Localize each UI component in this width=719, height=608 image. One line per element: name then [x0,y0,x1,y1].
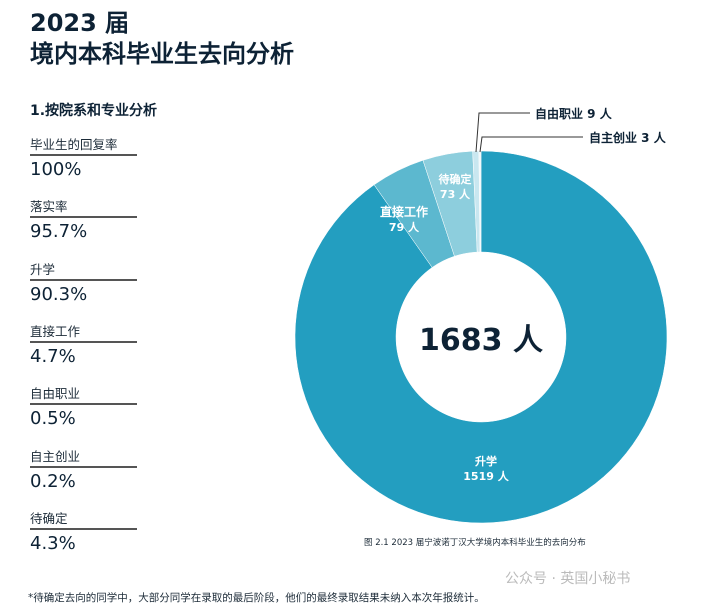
stat-value: 0.2% [30,470,76,492]
stat-value: 95.7% [30,221,88,243]
stat-label: 自主创业 [30,448,81,464]
donut-slice [478,150,482,253]
page-title: 境内本科毕业生去向分析 [30,40,294,68]
stat-item: 落实率 95.7% [30,199,137,243]
divider [30,340,137,343]
stat-item: 毕业生的回复率 100% [30,137,137,181]
stat-value: 90.3% [30,283,88,305]
slice-label-name: 直接工作 [380,204,428,219]
stat-item: 直接工作 4.7% [30,324,137,368]
center-total-label: 1683 人 [419,323,543,358]
stat-value: 4.7% [30,345,76,367]
divider [30,527,137,530]
slice-label-name: 待确定 [438,172,472,186]
page-title-year: 2023 届 [30,9,130,37]
slice-label-value: 79 人 [389,220,420,234]
stat-item: 自主创业 0.2% [30,449,137,493]
callout-line [475,112,530,153]
slice-label-name: 升学 [475,454,497,468]
stat-item: 待确定 4.3% [30,511,137,555]
divider [30,154,137,156]
stat-value: 0.5% [30,408,76,430]
stat-value: 4.3% [30,532,76,554]
divider [30,465,137,468]
slice-label-value: 73 人 [440,187,471,201]
callout-label: 自主创业 3 人 [589,130,667,145]
stat-value: 100% [30,159,82,180]
watermark-text: 公众号 · 英国小秘书 [505,571,631,587]
divider [30,278,137,281]
footnote: *待确定去向的同学中，大部分同学在录取的最后阶段，他们的最终录取结果未纳入本次年… [28,592,485,604]
donut-slice [294,150,668,524]
stat-item: 升学 90.3% [30,262,137,306]
slice-label-value: 1519 人 [463,469,509,483]
callout-label: 自由职业 9 人 [535,106,613,121]
divider [30,403,137,406]
chart-caption: 图 2.1 2023 届宁波诺丁汉大学境内本科毕业生的去向分布 [364,538,586,548]
divider [30,216,137,219]
stat-label: 落实率 [30,199,68,215]
section-title: 1.按院系和专业分析 [30,103,158,119]
stat-label: 自由职业 [30,386,81,402]
stat-label: 升学 [30,261,56,277]
callout-line [479,136,583,153]
stat-label: 待确定 [30,510,68,526]
stat-item: 自由职业 0.5% [30,386,137,430]
stat-label: 毕业生的回复率 [30,137,118,152]
stat-label: 直接工作 [30,323,81,339]
